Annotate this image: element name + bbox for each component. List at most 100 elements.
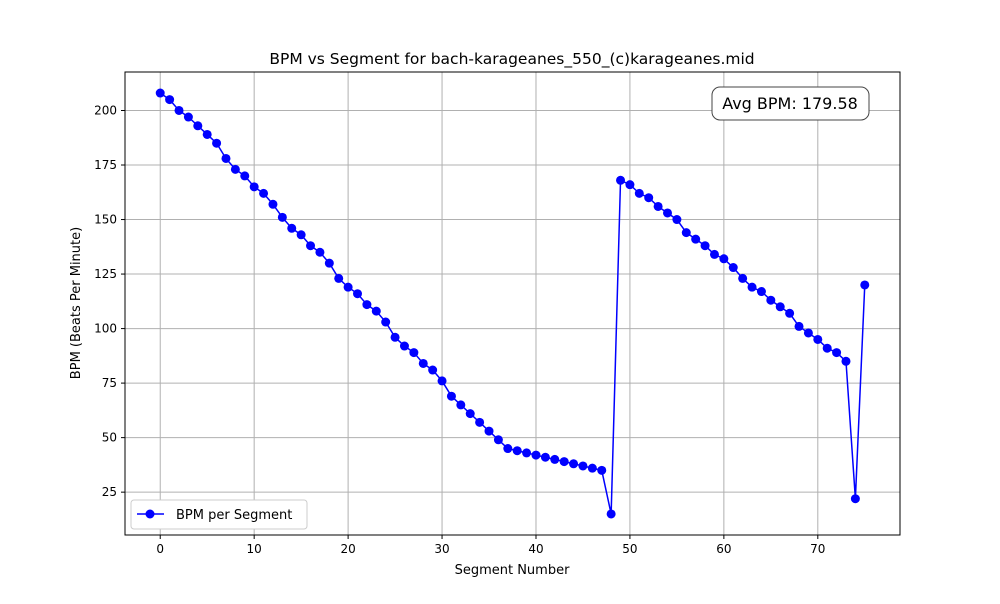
data-point-marker [343, 282, 353, 292]
data-point-marker [259, 188, 269, 198]
bpm-series-line [159, 92, 866, 515]
y-tick-label: 150 [94, 213, 117, 227]
data-point-marker [268, 199, 278, 209]
y-tick-label: 125 [94, 267, 117, 281]
x-axis-label: Segment Number [455, 563, 571, 578]
data-point-marker [663, 208, 672, 218]
data-point-marker [738, 273, 748, 283]
data-point-marker [183, 112, 193, 122]
data-point-marker [306, 241, 316, 251]
data-point-marker [756, 287, 766, 297]
data-point-marker [550, 454, 560, 464]
avg-bpm-annotation: Avg BPM: 179.58 [711, 86, 870, 121]
data-point-marker [691, 234, 701, 244]
x-tick-label: 50 [622, 542, 637, 556]
data-point-marker [165, 95, 175, 105]
data-point-marker [728, 263, 738, 273]
y-tick-label: 50 [102, 431, 117, 445]
data-point-marker [324, 258, 334, 268]
data-point-marker [531, 450, 541, 460]
legend-marker-swatch [145, 509, 155, 519]
data-point-marker [860, 280, 870, 290]
data-point-marker [616, 175, 626, 185]
data-point-marker [390, 332, 400, 342]
y-tick-label: 75 [102, 376, 117, 390]
plot-area-frame [124, 71, 901, 536]
chart-title: BPM vs Segment for bach-karageanes_550_(… [269, 50, 754, 69]
data-point-marker [803, 328, 813, 338]
x-tick-label: 0 [156, 542, 164, 556]
data-point-marker [522, 448, 532, 458]
series-markers [155, 88, 870, 519]
data-point-marker [465, 409, 475, 419]
legend-box [130, 499, 308, 530]
data-point-marker [578, 461, 588, 471]
data-point-marker [362, 300, 372, 310]
data-point-marker [653, 201, 663, 211]
grid-lines [125, 72, 900, 535]
data-point-marker [399, 341, 409, 351]
data-point-marker [559, 457, 569, 467]
data-point-marker [512, 446, 522, 456]
data-point-marker [155, 88, 165, 98]
x-tick-label: 20 [340, 542, 355, 556]
data-point-marker [597, 465, 607, 475]
y-axis-ticks: 25 50 75 100 125 150 175 200 [94, 103, 125, 499]
data-point-marker [634, 188, 644, 198]
data-point-marker [202, 129, 212, 139]
data-point-marker [475, 417, 485, 427]
data-point-marker [456, 400, 466, 410]
x-axis-ticks: 0 10 20 30 40 50 60 70 [156, 535, 825, 556]
data-point-marker [277, 212, 287, 222]
data-point-marker [381, 317, 391, 327]
series-line [159, 92, 866, 515]
data-point-marker [287, 223, 297, 233]
data-point-marker [240, 171, 250, 181]
x-tick-label: 60 [716, 542, 731, 556]
data-point-marker [719, 254, 729, 264]
legend-label: BPM per Segment [176, 508, 292, 523]
data-point-marker [221, 153, 231, 163]
data-point-marker [850, 494, 860, 504]
data-point-marker [681, 228, 691, 238]
data-point-marker [747, 282, 757, 292]
data-point-marker [428, 365, 438, 375]
data-point-marker [625, 180, 635, 190]
data-point-marker [409, 348, 419, 358]
data-point-marker [672, 215, 682, 225]
data-point-marker [775, 302, 785, 312]
data-point-marker [606, 509, 616, 519]
data-point-marker [569, 459, 579, 469]
data-point-marker [418, 358, 428, 368]
legend: BPM per Segment [130, 499, 308, 530]
data-point-marker [315, 247, 325, 257]
data-point-marker [371, 306, 381, 316]
data-point-marker [540, 452, 550, 462]
data-point-marker [353, 289, 362, 299]
data-point-marker [644, 193, 654, 203]
data-point-marker [437, 376, 447, 386]
y-tick-label: 175 [94, 158, 117, 172]
data-point-marker [700, 241, 710, 251]
x-tick-label: 40 [528, 542, 543, 556]
data-point-marker [587, 463, 597, 473]
data-point-marker [174, 105, 184, 115]
data-point-marker [813, 334, 823, 344]
x-tick-label: 70 [810, 542, 825, 556]
data-point-marker [193, 121, 203, 131]
data-point-marker [212, 138, 222, 148]
data-point-marker [832, 348, 842, 358]
data-point-marker [446, 391, 456, 401]
data-point-marker [249, 182, 259, 192]
y-axis-label: BPM (Beats Per Minute) [69, 227, 84, 379]
data-point-marker [503, 444, 513, 454]
y-tick-label: 25 [102, 485, 117, 499]
data-point-marker [230, 164, 240, 174]
x-tick-label: 30 [434, 542, 449, 556]
data-point-marker [766, 295, 776, 305]
y-tick-label: 200 [94, 103, 117, 117]
y-tick-label: 100 [94, 322, 117, 336]
annotation-box [711, 86, 870, 121]
